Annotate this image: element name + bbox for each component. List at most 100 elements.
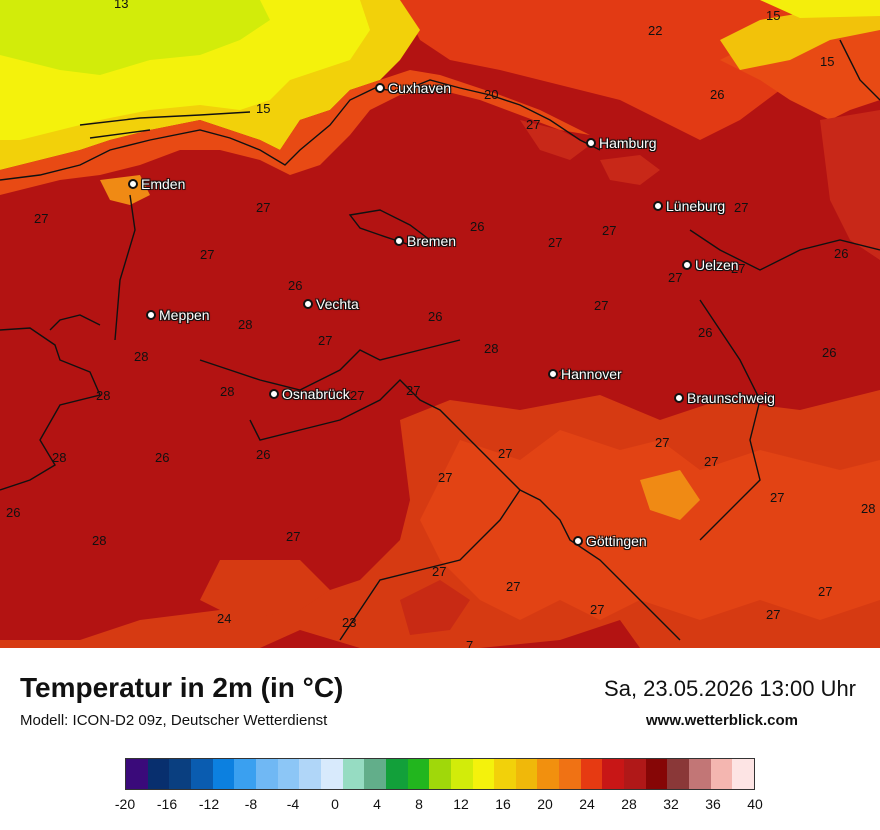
city-osnabrück: Osnabrück (269, 386, 350, 402)
temperature-value: 20 (484, 87, 499, 102)
temperature-value: 27 (506, 579, 521, 594)
temperature-value: 28 (220, 384, 235, 399)
temperature-value: 27 (602, 223, 617, 238)
legend-swatch (624, 759, 646, 789)
legend-swatch (450, 759, 473, 789)
temperature-value: 27 (770, 490, 785, 505)
legend-tick-label: 24 (579, 796, 595, 812)
legend-swatch (494, 759, 516, 789)
city-name: Vechta (316, 296, 359, 312)
city-name: Bremen (407, 233, 457, 249)
temperature-value: 27 (590, 602, 605, 617)
website-link[interactable]: www.wetterblick.com (646, 712, 798, 729)
temperature-value: 27 (286, 529, 301, 544)
temperature-value: 27 (594, 298, 609, 313)
city-name: Meppen (159, 307, 210, 323)
city-marker-icon (303, 299, 313, 309)
city-vechta: Vechta (303, 296, 359, 312)
city-name: Cuxhaven (388, 80, 452, 96)
city-hamburg: Hamburg (586, 135, 657, 151)
temperature-value: 26 (428, 309, 443, 324)
temperature-value: 15 (256, 101, 271, 116)
legend-tick-label: -20 (114, 796, 136, 812)
legend-tick-label: 28 (621, 796, 637, 812)
temperature-value: 27 (818, 584, 833, 599)
temperature-value: 28 (238, 317, 253, 332)
temperature-value: 26 (256, 447, 271, 462)
legend-tick-label: -16 (156, 796, 178, 812)
legend-swatch (710, 759, 733, 789)
city-hannover: Hannover (548, 366, 622, 382)
temperature-value: 28 (134, 349, 149, 364)
legend-swatch (732, 759, 755, 789)
temperature-value: 28 (92, 533, 107, 548)
model-source: Modell: ICON-D2 09z, Deutscher Wetterdie… (20, 712, 328, 729)
legend-swatch (234, 759, 256, 789)
city-name: Emden (141, 176, 186, 192)
city-braunschweig: Braunschweig (674, 390, 775, 406)
temperature-value: 27 (734, 200, 749, 215)
legend-tick-label: -8 (244, 796, 258, 812)
temperature-value: 28 (484, 341, 499, 356)
temperature-value: 26 (822, 345, 837, 360)
temperature-value: 27 (731, 261, 746, 276)
temperature-value: 27 (558, 367, 573, 382)
borders-overlay (0, 39, 880, 641)
map-fill (0, 0, 880, 648)
city-cuxhaven: Cuxhaven (375, 80, 451, 96)
legend-tick-label: 4 (373, 796, 381, 812)
temperature-value: 26 (834, 246, 849, 261)
legend-swatch (407, 759, 430, 789)
temperature-map: 13 15 22 15 20 26 15 27 27 27 26 27 27 27 27 26 26 27 27 26… (0, 0, 880, 648)
temperature-value: 27 (668, 270, 683, 285)
city-meppen: Meppen (146, 307, 210, 323)
legend-tick-label: 0 (331, 796, 339, 812)
city-marker-icon (375, 83, 385, 93)
temperature-value: 27 (34, 211, 49, 226)
temperature-value: 27 (438, 470, 453, 485)
legend-swatch (212, 759, 235, 789)
color-legend (125, 758, 755, 790)
legend-tick-label: -4 (286, 796, 300, 812)
legend-tick-label: 8 (415, 796, 423, 812)
legend-swatch (602, 759, 625, 789)
legend-swatch (342, 759, 365, 789)
temperature-value: 26 (6, 505, 21, 520)
legend-swatch (689, 759, 711, 789)
temperature-value: 15 (766, 8, 781, 23)
legend-swatch (255, 759, 278, 789)
temperature-value: 27 (406, 383, 421, 398)
legend-tick-label: 36 (705, 796, 721, 812)
temperature-value: 24 (217, 611, 232, 626)
city-marker-icon (269, 389, 279, 399)
legend-tick-label: 16 (495, 796, 511, 812)
legend-swatch (126, 759, 148, 789)
city-marker-icon (146, 310, 156, 320)
legend-swatch (429, 759, 451, 789)
temperature-value: 27 (655, 435, 670, 450)
city-marker-icon (682, 260, 692, 270)
legend-swatch (667, 759, 690, 789)
map-footer: Temperatur in 2m (in °C) Modell: ICON-D2… (0, 648, 880, 830)
temperature-value: 26 (470, 219, 485, 234)
legend-swatch (364, 759, 386, 789)
city-name: Lüneburg (666, 198, 726, 214)
legend-swatch (147, 759, 170, 789)
city-göttingen: Göttingen (573, 533, 647, 549)
temperature-value: 27 (526, 117, 541, 132)
temperature-value: 28 (52, 450, 67, 465)
temperature-value: 26 (155, 450, 170, 465)
legend-tick-label: 12 (453, 796, 469, 812)
city-marker-icon (586, 138, 596, 148)
legend-swatch (515, 759, 538, 789)
city-name: Göttingen (586, 533, 647, 549)
temperature-value: 26 (698, 325, 713, 340)
city-lüneburg: Lüneburg (653, 198, 725, 214)
legend-swatch (559, 759, 581, 789)
legend-swatch (537, 759, 560, 789)
legend-swatch (580, 759, 603, 789)
legend-ticks: -20 -16 -12 -8 -4 0 4 8 12 16 20 24 28 32 36 40 (115, 796, 763, 814)
temperature-value: 27 (548, 235, 563, 250)
temperature-value: 26 (710, 87, 725, 102)
city-emden: Emden (128, 176, 185, 192)
